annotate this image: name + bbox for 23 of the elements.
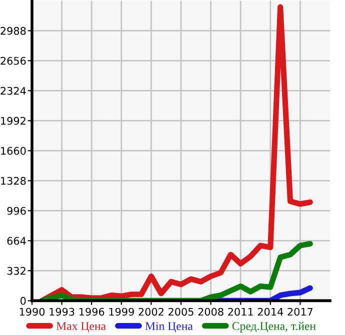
y-tick-label: 2324 [0, 86, 26, 95]
x-tick-label: 2014 [258, 308, 284, 316]
y-tick-label: 0 [20, 296, 26, 305]
x-tick-label: 1996 [79, 308, 104, 316]
x-tick-label: 2002 [138, 308, 164, 316]
y-tick-label: 1328 [1, 176, 26, 185]
x-tick-label: 1999 [109, 308, 134, 316]
y-tick-label: 996 [7, 206, 26, 215]
x-tick-label: 2008 [198, 308, 224, 316]
y-tick-label: 332 [7, 266, 26, 275]
x-tick-label: 2005 [168, 308, 194, 316]
x-tick-label: 2017 [288, 308, 313, 316]
x-tick-label: 1990 [20, 308, 45, 316]
x-tick-label: 1993 [50, 308, 74, 316]
y-tick-label: 1992 [1, 116, 26, 125]
legend-label: Сред.Цена, т.йен [232, 322, 316, 332]
y-tick-label: 2988 [0, 26, 26, 35]
y-tick-label: 2656 [0, 56, 26, 65]
y-tick-label: 664 [7, 236, 26, 245]
y-tick-label: 1660 [1, 146, 26, 155]
legend-label: Min Цена [145, 322, 193, 332]
legend-label: Max Цена [56, 322, 106, 332]
x-tick-label: 2011 [228, 308, 253, 316]
